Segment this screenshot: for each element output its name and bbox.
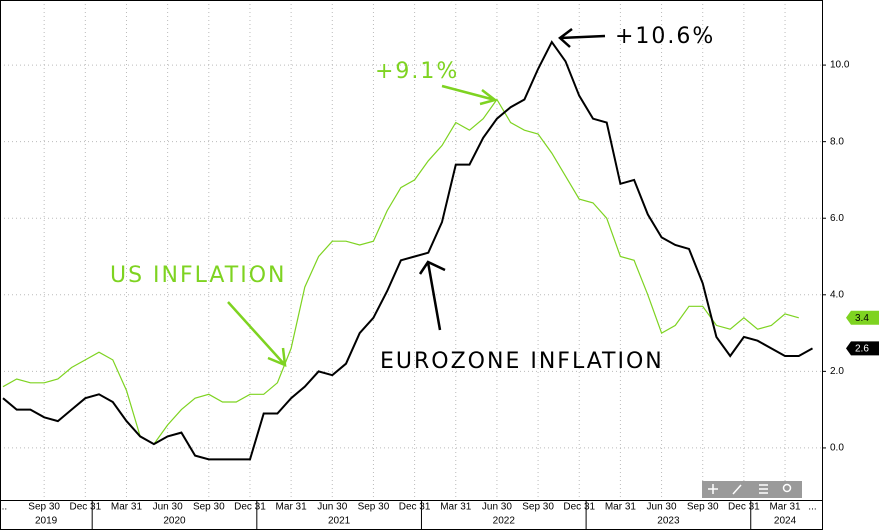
value-tag [846,341,879,356]
x-tick-label: Sep 30 [193,502,225,513]
annotation: +10.6% [615,24,715,49]
table-icon[interactable] [759,484,768,494]
toolbar[interactable] [702,481,802,498]
x-tick-label: ... [808,502,816,513]
year-label: 2020 [163,516,186,527]
x-tick-label: Sep 30 [522,502,554,513]
x-tick-label: Jun 30 [317,502,347,513]
x-tick-label: Sep 30 [358,502,390,513]
x-tick-label: ... [0,502,7,513]
year-label: 2021 [328,516,351,527]
value-tag-label: 2.6 [855,344,869,355]
series-line [2,40,813,461]
x-tick-label: Dec 31 [69,502,101,513]
arrow [418,260,446,331]
axes: 0.0 2.0 4.0 6.0 8.0 10.0... Sep 30 Dec 31 Mar 31… [0,60,879,530]
x-tick-label: Jun 30 [153,502,183,513]
x-tick-label: Dec 31 [563,502,595,513]
value-tag [846,310,879,325]
x-tick-label: Dec 31 [728,502,760,513]
y-tick-label: 2.0 [830,366,844,377]
x-tick-label: Mar 31 [276,502,308,513]
series-line [2,98,799,445]
x-tick-label: Mar 31 [605,502,637,513]
lines [2,40,813,461]
value-tag-label: 3.4 [855,313,869,324]
x-tick-label: Mar 31 [440,502,472,513]
arrow [227,301,287,367]
year-label: 2024 [774,516,797,527]
x-tick-label: Sep 30 [687,502,719,513]
arrow [558,28,606,48]
x-tick-label: Mar 31 [111,502,143,513]
y-tick-label: 0.0 [830,443,844,454]
annotation: EUROZONE INFLATION [380,349,664,374]
y-tick-label: 6.0 [830,213,844,224]
y-tick-label: 8.0 [830,136,844,147]
zoom-icon[interactable] [782,483,792,493]
year-label: 2019 [35,516,58,527]
x-tick-label: Dec 31 [234,502,266,513]
x-tick-label: Jun 30 [482,502,512,513]
year-label: 2023 [657,516,680,527]
x-tick-label: Jun 30 [647,502,677,513]
annotation: US INFLATION [110,263,286,288]
y-tick-label: 10.0 [830,60,850,71]
grid [0,0,822,500]
arrow [441,84,498,106]
pan-icon[interactable] [708,484,718,494]
year-label: 2022 [493,516,516,527]
x-tick-label: Dec 31 [399,502,431,513]
toolbar-bg [702,481,802,498]
draw-icon[interactable] [732,484,742,495]
x-tick-label: Mar 31 [769,502,801,513]
annotation: +9.1% [375,59,459,84]
x-tick-label: Sep 30 [28,502,60,513]
y-tick-label: 4.0 [830,289,844,300]
